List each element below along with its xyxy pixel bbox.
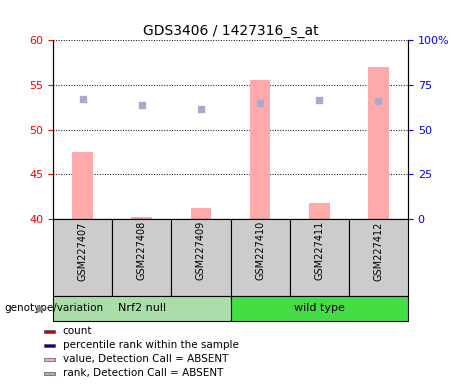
Text: Nrf2 null: Nrf2 null (118, 303, 166, 313)
Text: genotype/variation: genotype/variation (5, 303, 104, 313)
Text: GSM227410: GSM227410 (255, 221, 265, 280)
Point (138, 101, 145, 108)
Bar (44, 358, 55, 361)
Text: rank, Detection Call = ABSENT: rank, Detection Call = ABSENT (63, 368, 223, 378)
Text: GSM227411: GSM227411 (314, 221, 324, 280)
Bar (72, 152, 93, 219)
Bar (44, 372, 55, 375)
Bar (44, 330, 55, 333)
Text: GSM227408: GSM227408 (137, 221, 147, 280)
Bar (230, 219, 290, 296)
Bar (309, 203, 330, 219)
Text: GSM227407: GSM227407 (77, 221, 88, 281)
Bar (290, 219, 349, 296)
Text: value, Detection Call = ABSENT: value, Detection Call = ABSENT (63, 354, 228, 364)
Bar (368, 67, 389, 219)
Bar (131, 217, 152, 219)
Point (79, 96, 86, 102)
Bar (250, 81, 271, 219)
Bar (230, 296, 408, 321)
Bar (349, 219, 408, 296)
Text: percentile rank within the sample: percentile rank within the sample (63, 340, 238, 350)
Bar (171, 219, 230, 296)
Text: GSM227412: GSM227412 (373, 221, 384, 281)
Text: ▶: ▶ (37, 303, 46, 313)
Bar (44, 344, 55, 347)
Title: GDS3406 / 1427316_s_at: GDS3406 / 1427316_s_at (143, 24, 318, 38)
Point (375, 98, 382, 104)
Bar (53, 219, 112, 296)
Point (197, 106, 205, 112)
Text: wild type: wild type (294, 303, 345, 313)
Point (256, 100, 264, 106)
Text: GSM227409: GSM227409 (196, 221, 206, 280)
Bar (53, 296, 230, 321)
Bar (112, 219, 171, 296)
Point (315, 97, 323, 103)
Bar (190, 208, 211, 219)
Text: count: count (63, 326, 92, 336)
